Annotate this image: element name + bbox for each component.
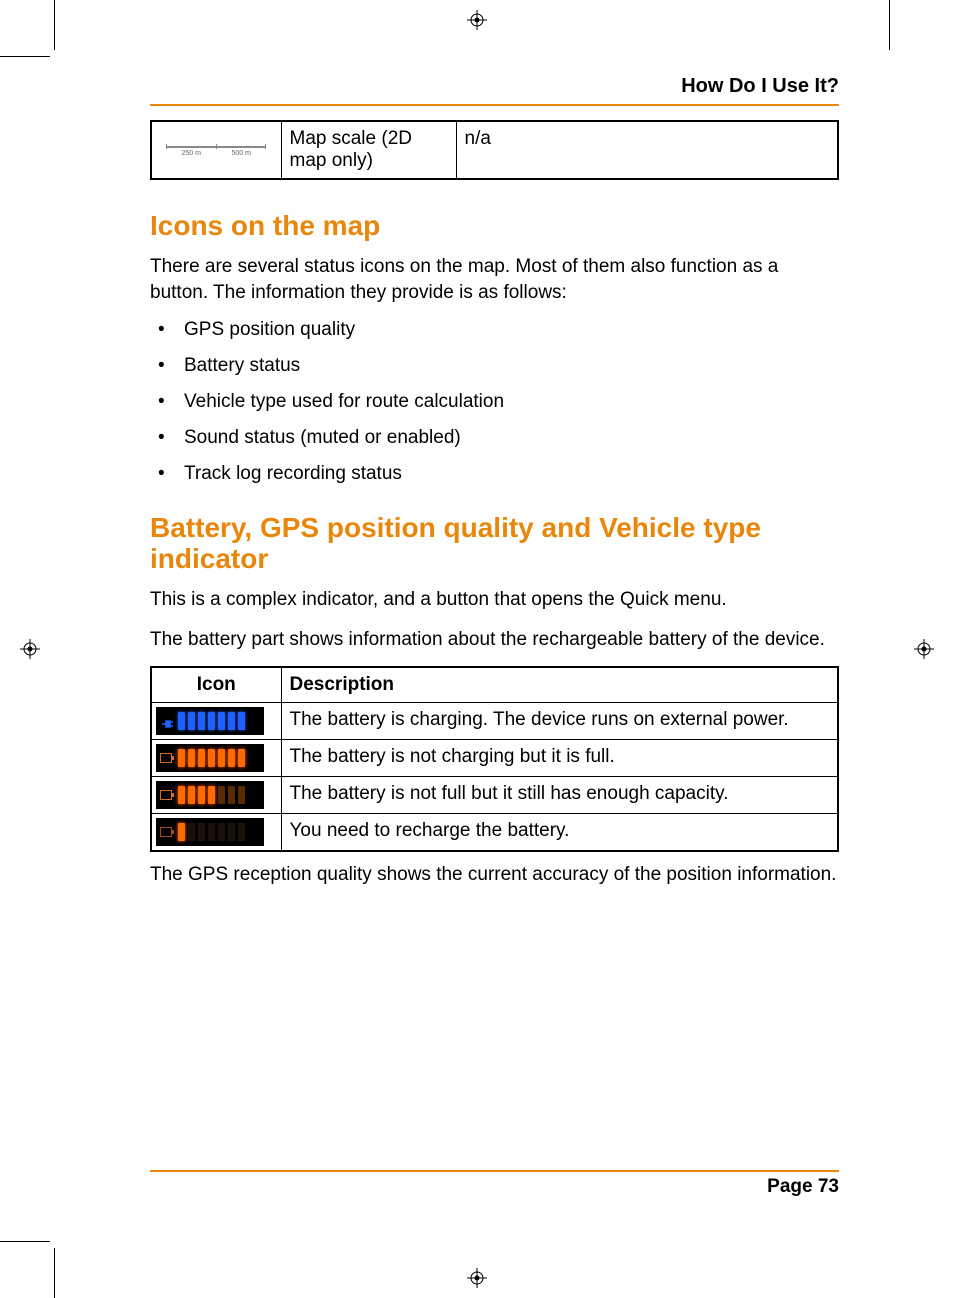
battery-charging-description: The battery is charging. The device runs… [281,703,838,740]
section-heading-battery: Battery, GPS position quality and Vehicl… [150,513,839,575]
col-header-description: Description [281,667,838,703]
registration-mark-icon [914,639,934,659]
table-row: The battery is charging. The device runs… [151,703,838,740]
battery-icon [160,790,172,800]
list-item: GPS position quality [150,319,839,341]
page-content: How Do I Use It? 250 m 500 m Map scale (… [150,75,839,1198]
map-scale-description: Map scale (2D map only) [281,121,456,179]
battery-icon [160,827,172,837]
table-row: You need to recharge the battery. [151,814,838,852]
battery-full-icon-cell [151,740,281,777]
col-header-icon: Icon [151,667,281,703]
registration-mark-icon [467,10,487,30]
section-heading-icons: Icons on the map [150,210,839,242]
battery-partial-description: The battery is not full but it still has… [281,777,838,814]
crop-mark [54,0,55,50]
table-row: The battery is not charging but it is fu… [151,740,838,777]
crop-mark [889,0,890,50]
map-scale-icon: 250 m 500 m [166,146,266,157]
plug-icon [160,715,172,727]
battery-charging-icon-cell [151,703,281,740]
chapter-title: How Do I Use It? [150,75,839,98]
battery-para-1: This is a complex indicator, and a butto… [150,587,839,613]
page-number: Page 73 [150,1176,839,1198]
battery-full-description: The battery is not charging but it is fu… [281,740,838,777]
battery-segments [178,786,245,804]
scale-label: 250 m [182,150,201,157]
battery-status-table: Icon Description The battery is charging… [150,666,839,852]
battery-para-2: The battery part shows information about… [150,627,839,653]
map-scale-icon-cell: 250 m 500 m [151,121,281,179]
table-header-row: Icon Description [151,667,838,703]
page-footer: Page 73 [150,1140,839,1198]
scale-label: 500 m [232,150,251,157]
header-rule [150,104,839,106]
battery-low-icon-cell [151,814,281,852]
battery-charging-icon [156,707,264,735]
list-item: Battery status [150,355,839,377]
list-item: Track log recording status [150,463,839,485]
battery-partial-icon-cell [151,777,281,814]
crop-mark [54,1248,55,1298]
battery-segments [178,712,245,730]
table-row: 250 m 500 m Map scale (2D map only) n/a [151,121,838,179]
list-item: Vehicle type used for route calculation [150,391,839,413]
section-intro: There are several status icons on the ma… [150,254,839,305]
battery-segments [178,749,245,767]
battery-full-icon [156,744,264,772]
battery-partial-icon [156,781,264,809]
battery-low-description: You need to recharge the battery. [281,814,838,852]
crop-mark [0,56,50,57]
icons-bullet-list: GPS position quality Battery status Vehi… [150,319,839,485]
list-item: Sound status (muted or enabled) [150,427,839,449]
crop-mark [0,1241,50,1242]
table-row: The battery is not full but it still has… [151,777,838,814]
battery-low-icon [156,818,264,846]
map-scale-table: 250 m 500 m Map scale (2D map only) n/a [150,120,839,180]
gps-quality-text: The GPS reception quality shows the curr… [150,862,839,888]
registration-mark-icon [20,639,40,659]
battery-segments [178,823,245,841]
battery-icon [160,753,172,763]
registration-mark-icon [467,1268,487,1288]
map-scale-value: n/a [456,121,838,179]
footer-rule [150,1170,839,1172]
